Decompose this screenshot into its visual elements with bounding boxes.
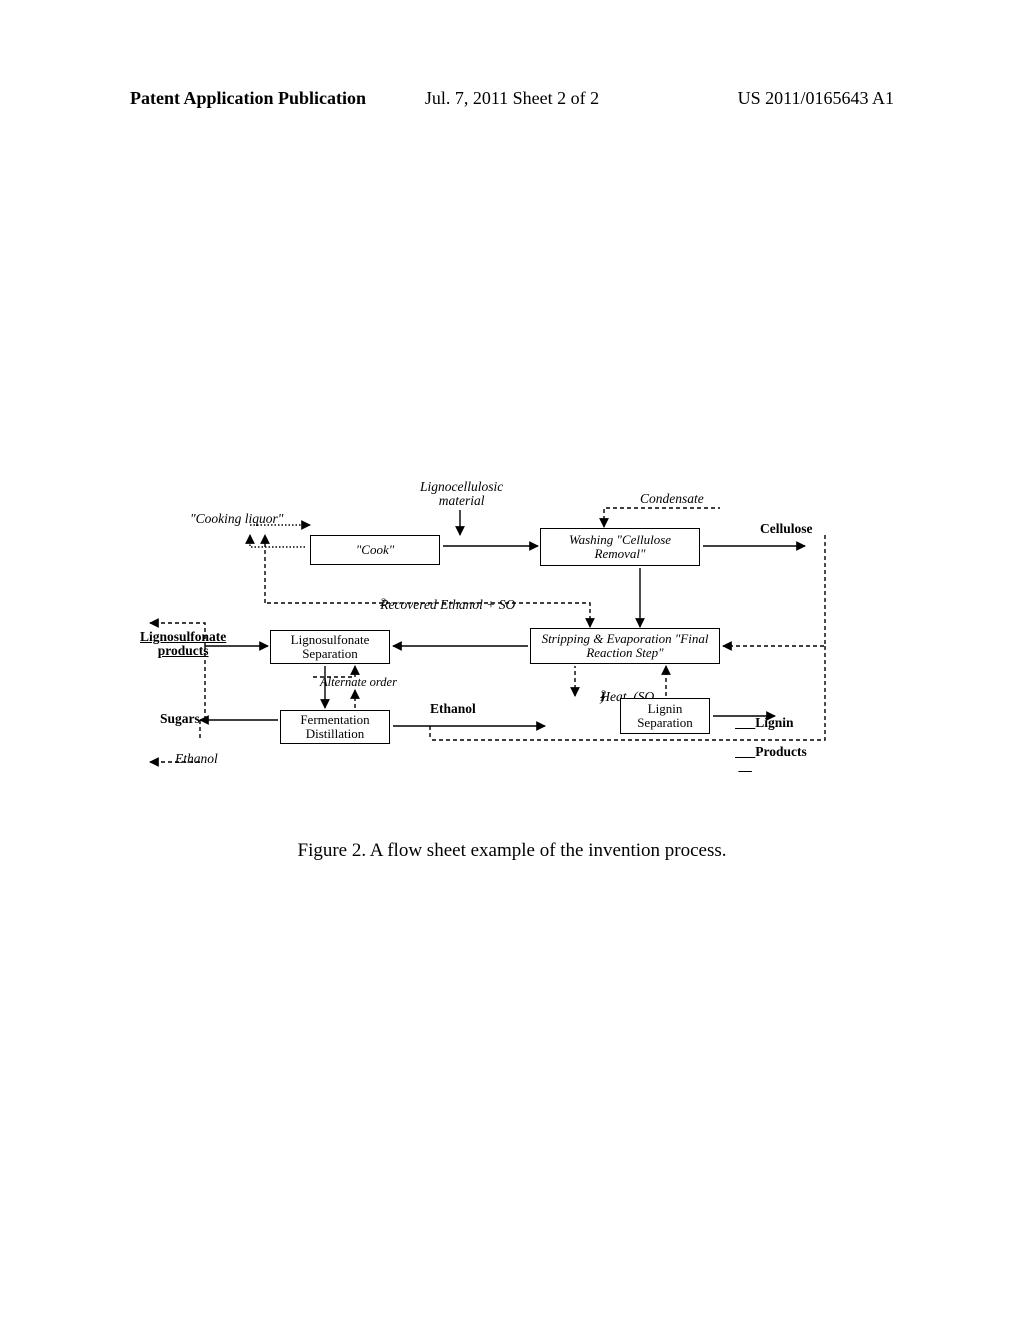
flowsheet-diagram: Lignocellulosic material "Cooking liquor… xyxy=(150,480,880,800)
figure-caption: Figure 2. A flow sheet example of the in… xyxy=(0,840,1024,862)
page: Patent Application Publication Jul. 7, 2… xyxy=(0,0,1024,1320)
header-right: US 2011/0165643 A1 xyxy=(738,88,894,109)
box-cook: "Cook" xyxy=(310,535,440,565)
label-recovered-sub: 2 xyxy=(380,598,386,610)
label-condensate: Condensate xyxy=(640,492,704,506)
label-lignin-products-1: Lignin xyxy=(755,716,793,730)
label-cellulose: Cellulose xyxy=(760,522,813,536)
label-ethanol-out: Ethanol xyxy=(175,752,218,766)
label-recovered-text: Recovered Ethanol + SO xyxy=(380,598,515,612)
box-lignosulfonate-separation: Lignosulfonate Separation xyxy=(270,630,390,664)
box-fermentation-distillation: Fermentation Distillation xyxy=(280,710,390,744)
label-alternate-order: Alternate order xyxy=(320,676,397,689)
label-heat-so2: Heat, (SO2) xyxy=(580,676,600,719)
box-washing: Washing "Cellulose Removal" xyxy=(540,528,700,566)
label-sugars: Sugars xyxy=(160,712,200,726)
label-cooking-liquor: "Cooking liquor" xyxy=(190,512,283,526)
label-lignosulfonate-products: Lignosulfonate products xyxy=(140,630,226,658)
label-lignin-products: Lignin Products xyxy=(735,702,755,773)
label-lignocellulosic-material: Lignocellulosic material xyxy=(420,480,503,508)
box-lignin-separation: Lignin Separation xyxy=(620,698,710,734)
label-lignin-products-2: Products xyxy=(755,745,807,759)
label-heat-close: ) xyxy=(600,690,605,704)
label-recovered-ethanol-so2: Recovered Ethanol + SO2 xyxy=(360,584,380,627)
label-ethanol-center: Ethanol xyxy=(430,702,476,716)
box-stripping-evaporation: Stripping & Evaporation "Final Reaction … xyxy=(530,628,720,664)
